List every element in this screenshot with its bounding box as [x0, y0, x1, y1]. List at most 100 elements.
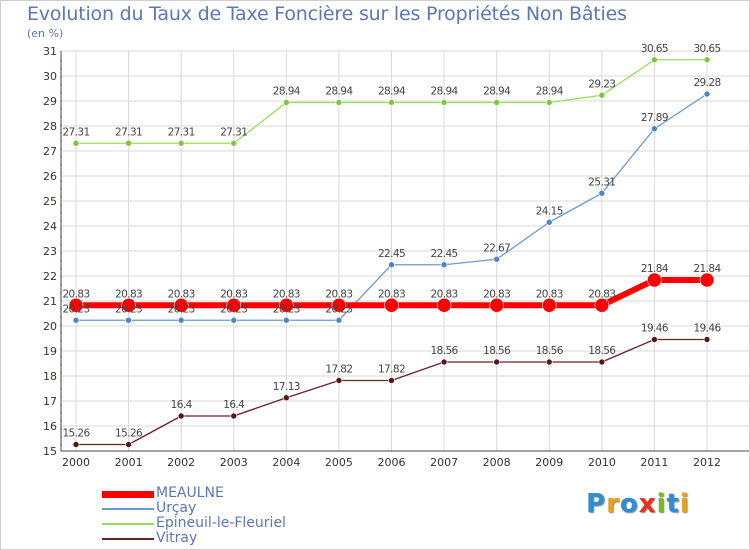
data-label-epineuil: 28.94	[273, 86, 301, 98]
data-label-epineuil: 27.31	[168, 126, 195, 138]
x-tick-label: 2010	[588, 456, 616, 469]
data-point-vitray	[72, 441, 80, 448]
data-point-urcay	[651, 125, 658, 133]
x-tick-label: 2003	[220, 456, 248, 469]
legend-label-vitray: Vitray	[156, 530, 198, 546]
data-label-epineuil: 30.65	[693, 43, 720, 55]
x-tick-label: 2011	[640, 456, 668, 469]
data-point-urcay	[335, 316, 343, 324]
data-label-vitray: 16.4	[171, 399, 193, 411]
data-label-urcay: 20.23	[168, 303, 195, 315]
data-label-urcay: 29.28	[693, 77, 720, 89]
legend-swatch-meaulne	[102, 491, 154, 498]
data-point-epineuil	[440, 99, 448, 106]
data-point-vitray	[703, 336, 711, 343]
data-point-vitray	[177, 412, 185, 420]
data-point-meaulne	[173, 297, 189, 313]
data-label-meaulne: 20.83	[273, 288, 300, 300]
data-label-meaulne: 21.84	[641, 263, 669, 275]
y-tick-label: 25	[43, 195, 57, 208]
data-point-meaulne	[647, 272, 662, 288]
proxiti-logo: Proxiti	[586, 489, 690, 519]
data-point-epineuil	[230, 139, 238, 147]
x-tick-label: 2007	[430, 456, 458, 469]
data-label-meaulne: 20.83	[220, 288, 247, 300]
data-label-epineuil: 30.65	[641, 43, 668, 55]
y-tick-label: 30	[43, 70, 57, 83]
data-point-urcay	[230, 316, 238, 324]
data-label-urcay: 22.45	[378, 248, 405, 260]
data-point-epineuil	[283, 99, 290, 106]
data-point-urcay	[493, 255, 500, 263]
data-label-urcay: 22.45	[431, 248, 458, 260]
data-point-meaulne	[226, 297, 242, 313]
data-label-vitray: 18.56	[483, 345, 511, 357]
data-point-vitray	[493, 358, 500, 366]
data-point-epineuil	[598, 91, 606, 99]
chart-title: Evolution du Taux de Taxe Foncière sur l…	[27, 3, 627, 25]
data-point-vitray	[545, 358, 553, 366]
x-tick-label: 2004	[272, 456, 300, 469]
y-tick-label: 15	[43, 445, 57, 458]
y-tick-label: 17	[43, 395, 57, 408]
y-tick-label: 22	[43, 270, 57, 283]
data-label-vitray: 15.26	[115, 428, 143, 440]
data-label-epineuil: 28.94	[431, 86, 459, 98]
data-label-urcay: 25.31	[588, 176, 615, 188]
data-label-epineuil: 28.94	[325, 86, 353, 98]
data-label-urcay: 27.89	[641, 112, 668, 124]
data-point-vitray	[598, 358, 606, 366]
data-point-meaulne	[121, 297, 136, 313]
data-point-epineuil	[545, 99, 553, 106]
data-point-epineuil	[493, 99, 500, 106]
logo-letter: t	[666, 489, 680, 519]
y-tick-label: 18	[43, 370, 57, 383]
data-label-vitray: 19.46	[641, 323, 669, 335]
data-point-meaulne	[436, 297, 452, 313]
y-tick-label: 20	[43, 320, 57, 333]
data-point-epineuil	[125, 139, 132, 147]
data-point-urcay	[177, 316, 185, 324]
y-tick-label: 23	[43, 245, 57, 258]
data-point-epineuil	[703, 56, 711, 64]
y-tick-label: 21	[43, 295, 57, 308]
data-label-meaulne: 20.83	[325, 288, 352, 300]
data-point-urcay	[598, 189, 606, 197]
data-label-urcay: 24.15	[536, 205, 563, 217]
data-point-vitray	[125, 441, 132, 448]
data-point-meaulne	[68, 297, 84, 313]
legend-swatch-epineuil	[102, 523, 154, 525]
y-tick-label: 19	[43, 345, 57, 358]
logo-letter: P	[586, 489, 607, 519]
y-tick-label: 31	[43, 45, 57, 58]
data-label-meaulne: 20.83	[536, 288, 563, 300]
x-tick-label: 2002	[167, 456, 195, 469]
data-label-urcay: 20.23	[273, 303, 300, 315]
data-point-meaulne	[699, 272, 715, 288]
data-label-meaulne: 20.83	[431, 288, 458, 300]
data-point-vitray	[230, 412, 238, 420]
x-tick-label: 2006	[378, 456, 406, 469]
y-tick-label: 24	[43, 220, 57, 233]
legend-label-epineuil: Epineuil-le-Fleuriel	[156, 515, 286, 531]
y-tick-label: 16	[43, 420, 57, 433]
data-label-vitray: 15.26	[62, 428, 90, 440]
data-point-vitray	[335, 377, 343, 384]
x-tick-label: 2012	[693, 456, 721, 469]
data-label-vitray: 17.13	[273, 381, 300, 393]
data-point-meaulne	[489, 297, 504, 313]
data-point-epineuil	[651, 56, 658, 64]
logo-letter: x	[638, 489, 657, 519]
x-tick-label: 2005	[325, 456, 353, 469]
data-point-epineuil	[72, 139, 80, 147]
y-tick-label: 28	[43, 120, 57, 133]
data-label-urcay: 20.23	[62, 303, 89, 315]
data-label-urcay: 20.23	[325, 303, 352, 315]
legend-swatch-vitray	[102, 538, 154, 540]
legend-label-meaulne: MEAULNE	[156, 485, 224, 501]
data-label-vitray: 17.82	[378, 364, 405, 376]
data-label-epineuil: 28.94	[378, 86, 406, 98]
x-tick-label: 2008	[483, 456, 511, 469]
data-label-vitray: 18.56	[588, 345, 616, 357]
